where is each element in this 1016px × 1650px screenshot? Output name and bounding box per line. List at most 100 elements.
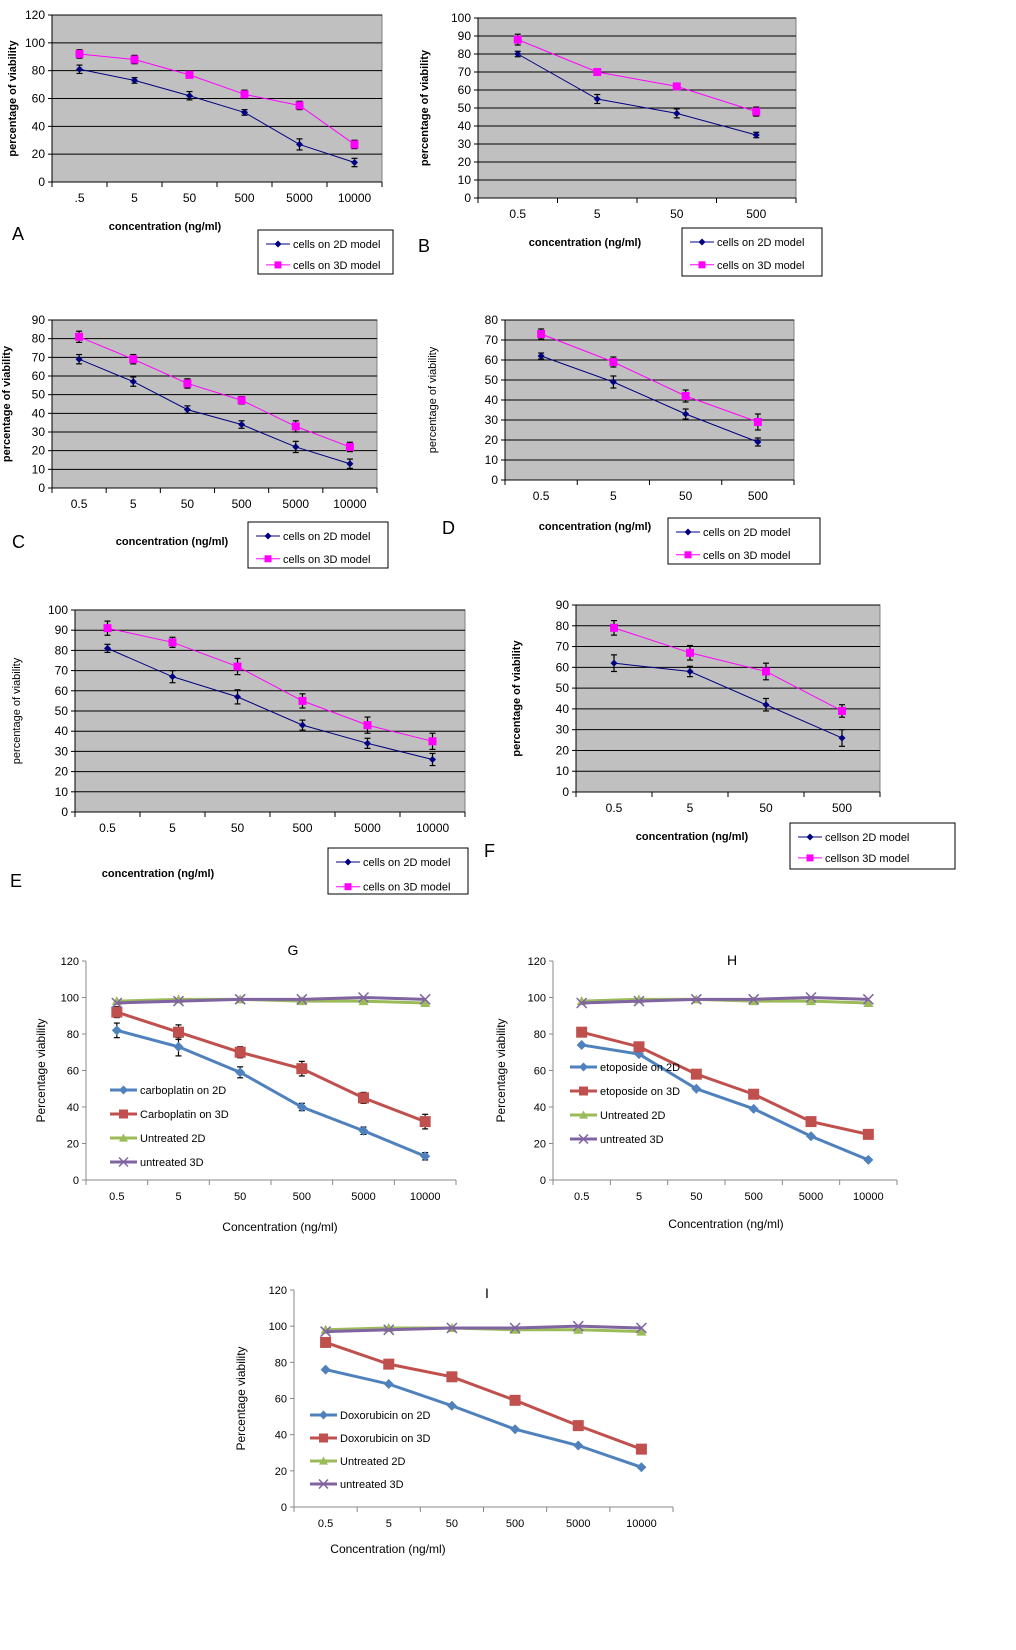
data-point [748,1103,759,1114]
data-point [173,1041,184,1052]
data-point [235,1067,246,1078]
y-tick-label: 0 [38,175,45,189]
y-tick-label: 100 [61,993,79,1005]
data-point [75,355,83,363]
data-point [296,1063,308,1075]
y-tick-label: 90 [32,313,46,327]
data-point [241,108,248,116]
data-point [234,693,241,701]
legend-label: untreated 3D [600,1134,664,1146]
series-line [116,1010,426,1123]
x-tick-label: 5000 [282,497,309,511]
data-point [681,392,690,400]
y-tick-label: 40 [275,1430,287,1442]
panel-letter: A [12,224,24,244]
chart-title: I [485,1285,489,1301]
series-untreated-3d [111,991,431,1009]
x-axis-label: concentration (ng/ml) [539,521,652,533]
x-tick-label: 50 [446,1518,458,1530]
data-point [104,644,111,652]
data-point [169,673,176,681]
legend-label: etoposide on 3D [600,1086,680,1098]
data-point [295,101,304,110]
y-tick-label: 60 [556,660,570,674]
data-point [672,82,681,91]
data-point [805,1116,817,1128]
data-point [292,443,300,451]
x-tick-label: 0.5 [318,1518,333,1530]
x-marker-stroke [690,993,702,1005]
data-point [686,648,694,657]
x-marker-stroke [446,1322,458,1334]
legend: carboplatin on 2D Carboplatin on 3D Untrea… [110,1085,229,1169]
legend-marker [806,854,814,862]
y-tick-label: 60 [55,684,69,698]
data-point [130,55,139,64]
data-point [838,706,846,715]
x-tick-label: 500 [506,1518,524,1530]
data-point [428,737,437,746]
x-marker-stroke [748,993,760,1005]
x-tick-label: 5 [594,207,601,221]
series-cells-on-2d-model [76,64,358,168]
series-untreated-3d [576,991,874,1009]
plot-area [51,319,378,489]
data-point [446,1400,457,1411]
series-carboplatin-on-3d [111,1006,431,1130]
legend-label: cellson 3D model [825,853,909,865]
legend-label: Doxorubicin on 2D [340,1410,431,1422]
x-tick-label: 10000 [626,1518,657,1530]
legend: cells on 2D model cells on 3D model [681,227,823,277]
x-tick-label: 5 [130,497,137,511]
x-tick-label: 0.5 [533,489,550,503]
y-tick-label: 80 [556,619,570,633]
x-tick-label: 0.5 [71,497,88,511]
chart-panel-i: 0 20 40 60 80 100 120 0.5 5 50 500 5000 10000 Concent… [234,1285,674,1556]
y-tick-label: 0 [281,1502,287,1514]
x-marker-stroke [576,997,588,1009]
chart-title: H [727,952,737,968]
legend-label: untreated 3D [140,1157,204,1169]
legend-label: cells on 3D model [293,260,380,272]
data-point [686,667,694,675]
y-axis-label: Percentage viability [234,1346,248,1450]
y-tick-label: 70 [458,65,472,79]
data-point [320,1364,331,1375]
series-line [325,1324,642,1334]
y-tick-label: 50 [556,681,570,695]
data-point [748,1088,760,1100]
data-point [350,140,359,149]
x-tick-label: 5000 [799,1191,823,1203]
data-point [576,1026,588,1038]
x-tick-label: 50 [231,821,245,835]
y-tick-label: 80 [67,1029,79,1041]
x-tick-label: 5 [687,801,694,815]
y-tick-label: 70 [556,640,570,654]
legend-label: Doxorubicin on 3D [340,1433,431,1445]
x-tick-label: 500 [292,821,312,835]
data-point [593,68,602,76]
y-tick-label: 40 [534,1102,546,1114]
y-tick-label: 20 [275,1466,287,1478]
y-tick-label: 70 [55,664,69,678]
y-tick-label: 100 [25,36,45,50]
series-doxorubicin-on-2d [320,1364,647,1473]
series-line [517,39,757,113]
y-tick-label: 80 [32,332,46,346]
x-marker-stroke [419,993,431,1005]
data-point [320,1336,332,1348]
data-point [690,993,702,1005]
data-point [609,358,618,366]
x-tick-label: 10000 [853,1191,884,1203]
series-line [78,336,351,448]
series-etoposide-on-3d [576,1026,874,1140]
data-point [863,997,874,1007]
y-tick-label: 90 [55,623,69,637]
legend-marker [579,1086,588,1096]
data-point [351,159,358,167]
panel-letter: F [484,841,495,861]
legend-label: carboplatin on 2D [140,1085,226,1097]
data-point [509,1322,521,1334]
legend-label: Untreated 2D [140,1133,205,1145]
data-point [609,378,617,386]
